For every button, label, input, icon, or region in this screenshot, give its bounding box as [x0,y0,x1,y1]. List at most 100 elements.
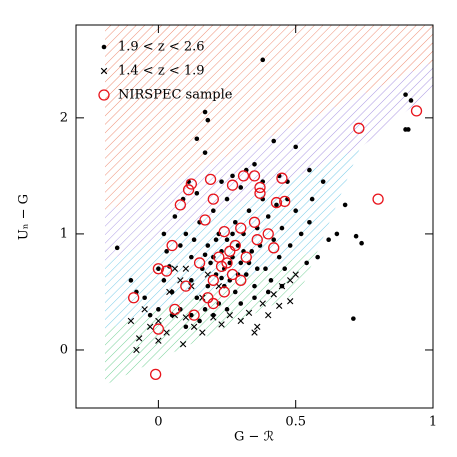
y-axis-label: Uₙ − G [17,194,32,240]
point [307,167,312,173]
point [282,266,288,272]
point [161,278,167,283]
point [268,242,280,254]
x-tick-label: 1 [429,415,437,430]
plot-frame [75,24,434,409]
point [171,311,179,319]
point [254,266,260,272]
region [105,62,433,262]
point [238,185,244,190]
point [208,260,213,266]
point [243,272,249,277]
point [160,265,173,277]
point [271,237,277,243]
point [218,286,230,298]
point [202,252,208,258]
point [224,307,230,312]
point [189,278,194,283]
point [141,306,148,313]
point [359,240,364,246]
point [252,295,257,301]
point [164,249,169,254]
legend-label: 1.4 < z < 1.9 [118,64,205,79]
point [276,172,288,184]
point [293,144,298,150]
point [161,231,167,237]
point [178,243,183,248]
point [265,311,272,319]
point [218,225,230,238]
point [351,316,356,321]
point [128,292,140,304]
point [199,214,211,226]
point [182,184,195,196]
y-tick-label: 1 [60,226,68,241]
point [226,179,239,191]
point [254,323,261,330]
point [182,265,190,272]
point [156,266,161,272]
point [271,138,277,144]
point [235,274,247,286]
point [183,324,189,330]
point [219,179,224,184]
point [235,222,247,234]
point [304,260,309,266]
point [189,312,194,318]
point [408,98,414,103]
point [334,231,340,237]
point [287,298,294,305]
point [149,368,162,380]
point [194,295,200,301]
point [230,231,235,237]
point [210,314,217,321]
point [226,311,233,319]
point [293,208,298,213]
point [270,196,283,209]
point [205,283,211,289]
point [202,150,208,155]
point [263,266,268,272]
point [252,161,257,167]
point [262,228,274,240]
point [235,243,241,248]
point [133,346,140,354]
point [202,307,208,312]
point [194,190,200,196]
point [174,199,187,211]
point [114,245,120,251]
point [183,231,189,237]
point [219,275,224,281]
point [248,170,261,182]
point [259,300,266,307]
point [227,260,233,266]
point [287,243,293,248]
point [278,282,286,290]
point [268,278,274,283]
point [254,181,266,194]
point [292,271,299,278]
y-tick-label: 2 [60,110,68,125]
point [202,109,208,115]
point [205,243,211,248]
point [248,216,261,228]
point [405,127,411,132]
point [207,297,219,310]
point [205,117,211,123]
legend-marker [101,44,107,50]
point [221,257,233,269]
point [211,208,216,213]
point [287,277,294,284]
point [260,57,266,63]
point [194,136,200,142]
point [276,254,282,260]
point [298,231,304,237]
point [147,312,153,318]
point [156,307,161,312]
x-axis-label: G − ℛ [234,430,274,445]
point [172,214,178,219]
legend-label: 1.9 < z < 2.6 [118,40,205,55]
point [279,195,291,208]
point [152,323,165,335]
